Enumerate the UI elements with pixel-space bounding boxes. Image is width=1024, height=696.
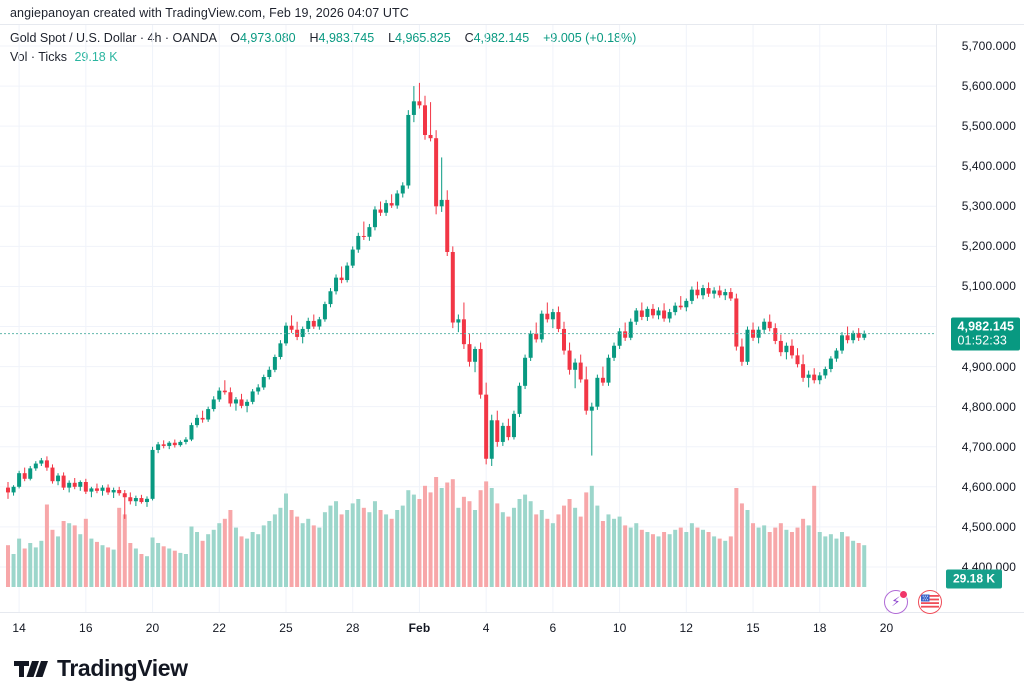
candlestick-series [0,82,936,587]
price-scale-separator [936,25,937,612]
chart-pane[interactable] [0,25,936,612]
volume-value-badge[interactable]: 29.18 K [945,569,1002,589]
volume-indicator-label[interactable]: Vol · Ticks [10,50,67,64]
legend-close-value: 4,982.145 [473,31,530,45]
legend-volume-row: Vol · Ticks 29.18 K [10,49,636,65]
time-scale[interactable]: 14 16 20 22 25 28 Feb 4 6 10 12 15 18 20 [0,612,936,646]
price-tick-label: 4,900.000 [961,359,1016,374]
price-scale[interactable]: 5,700.000 5,600.000 5,500.000 5,400.000 5,30… [936,25,1024,612]
legend-low-key: L [388,31,396,45]
header-separator [0,24,1024,25]
current-price-badge[interactable]: 4,982.145 01:52:33 [951,317,1020,351]
legend-low-value: 4,965.825 [395,31,451,45]
legend-symbol[interactable]: Gold Spot / U.S. Dollar · 4h · OANDA [10,31,217,45]
time-tick-label: 4 [482,621,490,635]
time-tick-label: 15 [746,621,760,635]
time-tick-label: 20 [879,621,894,635]
us-flag-glyph [921,593,939,611]
legend-primary-row: Gold Spot / U.S. Dollar · 4h · OANDA O4,… [10,30,636,46]
time-tick-label: 16 [79,621,93,635]
price-tick-label: 5,500.000 [961,119,1016,134]
legend-open-key: O [230,31,240,45]
time-tick-label: 6 [549,621,557,635]
time-tick-label: 10 [612,621,627,635]
time-tick-label: 12 [679,621,694,635]
tradingview-wordmark: TradingView [57,655,188,681]
price-tick-label: 5,600.000 [961,79,1016,94]
time-tick-label: 22 [212,621,227,635]
bolt-notification-dot [899,590,908,599]
price-tick-label: 5,700.000 [961,39,1016,54]
legend-close-key: C [464,31,474,45]
price-tick-label: 4,500.000 [961,519,1016,534]
price-tick-label: 5,300.000 [961,199,1016,214]
time-tick-label: 25 [279,621,293,635]
time-tick-label: 28 [345,621,360,635]
price-tick-label: 5,400.000 [961,159,1016,174]
tradingview-logo-mark [14,660,48,677]
legend-change: +9.005 (+0.18%) [543,31,637,45]
bar-countdown: 01:52:33 [957,333,1007,348]
price-tick-label: 5,100.000 [961,279,1016,294]
bolt-glyph: ⚡ [891,594,901,609]
us-flag-icon[interactable] [918,590,942,614]
price-tick-label: 5,200.000 [961,239,1016,254]
legend-open-value: 4,973.080 [239,31,296,45]
time-tick-label: 14 [12,621,26,635]
legend-high-key: H [309,31,319,45]
price-tick-label: 4,700.000 [961,439,1016,454]
time-tick-label: 20 [145,621,160,635]
volume-indicator-value: 29.18 K [74,50,118,64]
time-tick-label: 18 [812,621,827,635]
price-tick-label: 4,600.000 [961,479,1016,494]
time-scale-separator [0,612,1024,613]
price-tick-label: 4,800.000 [961,399,1016,414]
time-tick-label: Feb [408,621,431,635]
tradingview-footer: TradingView [14,655,188,682]
current-price-value: 4,982.145 [957,319,1014,334]
attribution-text: angiepanoyan created with TradingView.co… [10,6,409,20]
lightning-bolt-icon[interactable]: ⚡ [884,590,908,614]
legend-high-value: 4,983.745 [318,31,375,45]
chart-legend: Gold Spot / U.S. Dollar · 4h · OANDA O4,… [10,30,636,65]
